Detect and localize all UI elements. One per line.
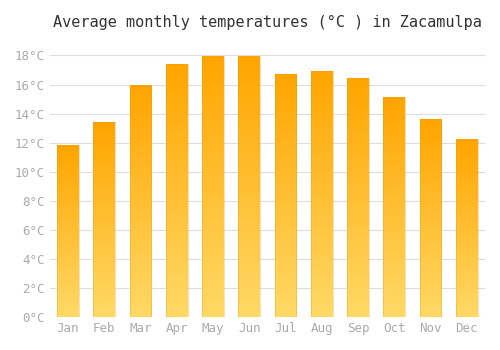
Bar bbox=[94, 122, 115, 317]
Bar bbox=[57, 146, 79, 317]
Bar bbox=[130, 86, 152, 317]
Bar bbox=[238, 57, 260, 317]
Bar bbox=[456, 140, 477, 317]
Bar bbox=[384, 98, 405, 317]
Bar bbox=[420, 119, 442, 317]
Title: Average monthly temperatures (°C ) in Zacamulpa: Average monthly temperatures (°C ) in Za… bbox=[53, 15, 482, 30]
Bar bbox=[311, 71, 332, 317]
Bar bbox=[347, 79, 369, 317]
Bar bbox=[166, 64, 188, 317]
Bar bbox=[274, 74, 296, 317]
Bar bbox=[202, 57, 224, 317]
